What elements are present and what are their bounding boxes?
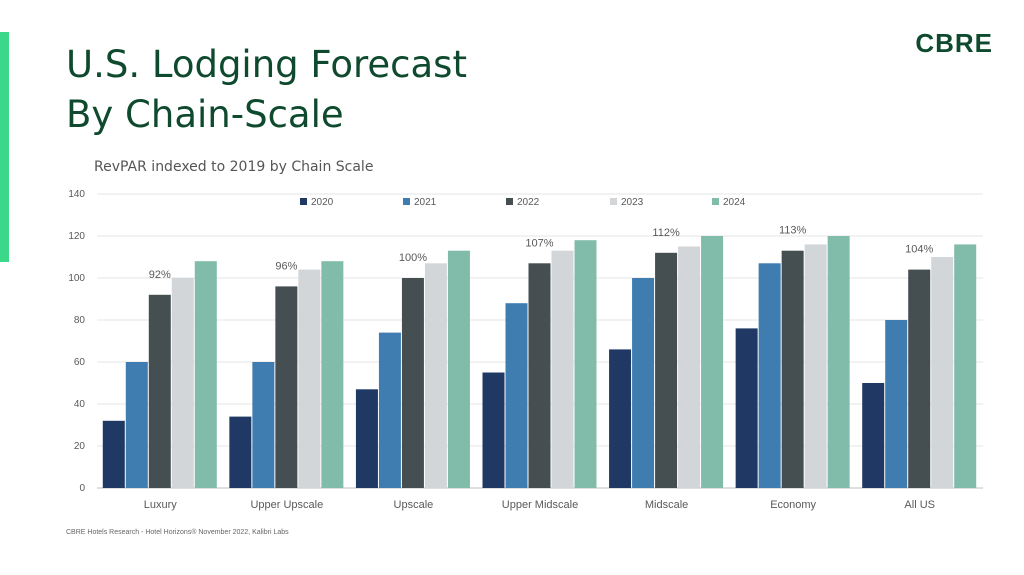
y-tick-label: 60 (74, 357, 86, 368)
cbre-logo: CBRE (915, 28, 993, 58)
chart-title: RevPAR indexed to 2019 by Chain Scale (94, 159, 374, 175)
legend-label: 2022 (517, 197, 540, 208)
x-tick-label: Upper Midscale (502, 499, 578, 511)
data-label: 113% (779, 225, 807, 237)
data-label: 112% (652, 227, 680, 239)
x-tick-label: Midscale (645, 499, 688, 511)
legend-swatch (300, 198, 307, 205)
bar-2023-all-us (931, 257, 954, 488)
bar-2024-luxury (194, 261, 217, 488)
legend-swatch (506, 198, 513, 205)
bar-2021-all-us (885, 320, 908, 488)
bar-2022-economy (781, 250, 804, 488)
bar-2020-economy (735, 328, 758, 488)
bar-2021-luxury (125, 362, 148, 488)
accent-bar (0, 32, 9, 262)
bar-2022-upscale (401, 278, 424, 488)
x-tick-label: All US (904, 499, 935, 511)
legend-label: 2021 (414, 197, 437, 208)
bar-2022-midscale (655, 252, 678, 488)
data-label: 107% (525, 237, 553, 249)
bar-2022-all-us (908, 269, 931, 488)
bar-2022-upper-upscale (275, 286, 298, 488)
bar-2021-economy (758, 263, 781, 488)
bar-2021-upper-midscale (505, 303, 528, 488)
y-tick-label: 80 (74, 315, 86, 326)
bar-2023-economy (804, 244, 827, 488)
bar-2020-upscale (355, 389, 378, 488)
legend-label: 2020 (311, 197, 334, 208)
y-tick-label: 100 (68, 273, 85, 284)
data-label: 92% (149, 269, 171, 281)
bar-2024-upscale (447, 250, 470, 488)
x-tick-label: Luxury (144, 499, 178, 511)
x-tick-label: Economy (770, 499, 816, 511)
x-tick-label: Upscale (394, 499, 434, 511)
bar-2021-midscale (632, 278, 655, 488)
bar-2020-all-us (862, 383, 885, 488)
y-tick-label: 20 (74, 441, 86, 452)
slide-title: U.S. Lodging Forecast By Chain-Scale (66, 40, 467, 140)
legend-swatch (403, 198, 410, 205)
bar-2023-upper-midscale (551, 250, 574, 488)
title-line-2: By Chain-Scale (66, 93, 344, 136)
source-note: CBRE Hotels Research - Hotel Horizons® N… (66, 529, 289, 536)
bar-2024-all-us (954, 244, 977, 488)
y-tick-label: 120 (68, 231, 85, 242)
y-tick-label: 0 (79, 483, 85, 494)
data-label: 96% (275, 260, 297, 272)
bar-2021-upper-upscale (252, 362, 275, 488)
x-tick-label: Upper Upscale (250, 499, 323, 511)
bar-2024-upper-upscale (321, 261, 344, 488)
bar-2020-midscale (609, 349, 632, 488)
bar-2023-luxury (171, 278, 194, 488)
bar-2024-upper-midscale (574, 240, 597, 488)
legend-swatch (712, 198, 719, 205)
bar-2023-upscale (424, 263, 447, 488)
bar-2020-upper-midscale (482, 372, 505, 488)
bar-2023-upper-upscale (298, 269, 321, 488)
bar-2020-upper-upscale (229, 416, 252, 488)
bar-2024-economy (827, 236, 850, 488)
legend-swatch (610, 198, 617, 205)
data-label: 100% (399, 252, 427, 264)
bar-2020-luxury (102, 420, 125, 488)
legend-label: 2024 (723, 197, 746, 208)
bar-2022-luxury (148, 294, 171, 488)
bar-2023-midscale (678, 246, 701, 488)
bar-2022-upper-midscale (528, 263, 551, 488)
data-label: 104% (905, 244, 933, 256)
legend-label: 2023 (621, 197, 644, 208)
y-tick-label: 40 (74, 399, 86, 410)
bar-2024-midscale (701, 236, 724, 488)
title-line-1: U.S. Lodging Forecast (66, 43, 467, 86)
y-tick-label: 140 (68, 189, 85, 200)
bar-2021-upscale (378, 332, 401, 488)
